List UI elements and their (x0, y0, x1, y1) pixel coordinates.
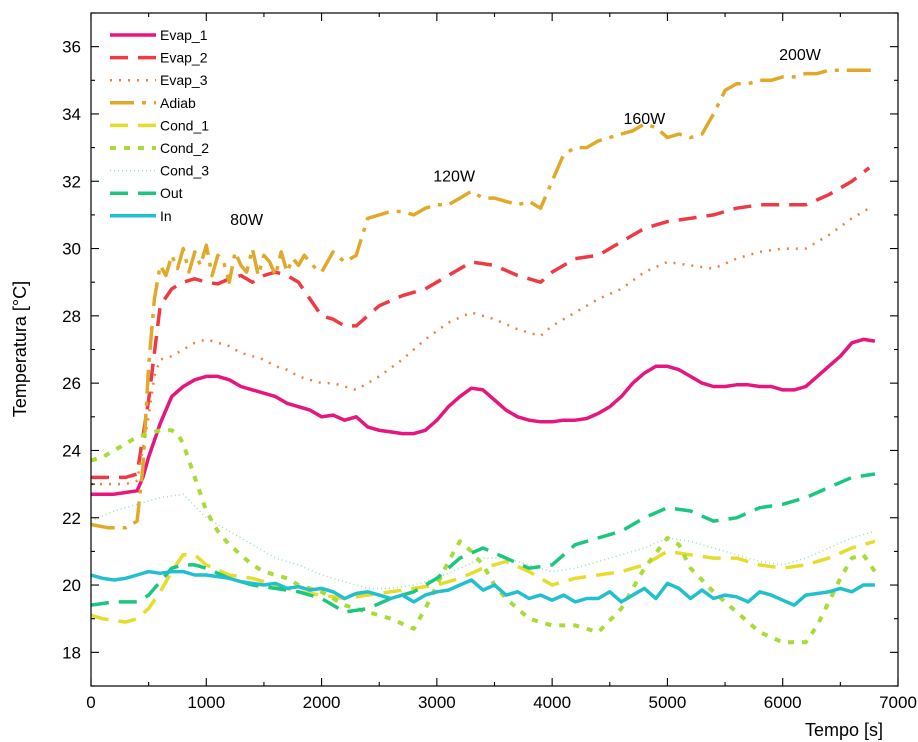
power-annotation: 160W (623, 111, 666, 128)
ticks-layer: 18 20 22 24 26 28 30 32 34 36 0 1000 2000 3000 4000 500… (62, 12, 917, 712)
legend-label: Cond_2 (160, 140, 209, 156)
y-tick-label: 26 (62, 374, 81, 393)
x-tick-label: 2000 (303, 693, 341, 712)
annotations-layer: 80W 120W 160W 200W (230, 47, 822, 229)
series-line-evap-1 (91, 337, 876, 496)
legend: Evap_1 Evap_2 Evap_3 Adiab Cond_1 Cond_2 Cond_… (110, 27, 209, 224)
y-tick-label: 18 (62, 643, 81, 662)
power-annotation: 80W (230, 212, 264, 229)
power-annotation: 120W (433, 168, 476, 185)
x-tick-label: 5000 (649, 693, 687, 712)
series-line-out (91, 472, 876, 614)
series-line-in (91, 569, 875, 607)
y-tick-label: 28 (62, 307, 81, 326)
y-tick-label: 36 (62, 38, 81, 57)
series-line-evap-2 (91, 166, 871, 480)
y-tick-label: 20 (62, 576, 81, 595)
series-line-cond-2 (91, 428, 877, 645)
x-axis-title: Tempo [s] (805, 720, 883, 740)
legend-label: Evap_2 (160, 50, 208, 66)
series-line-adiab (91, 68, 875, 530)
legend-label: Adiab (160, 95, 196, 111)
series-line-cond-1 (91, 539, 876, 624)
y-tick-label: 34 (62, 105, 81, 124)
y-tick-label: 30 (62, 240, 81, 259)
legend-label: In (160, 208, 172, 224)
y-tick-label: 24 (62, 441, 81, 460)
y-axis-title: Temperatura [°C] (10, 281, 30, 417)
legend-label: Out (160, 185, 183, 201)
y-tick-label: 32 (62, 172, 81, 191)
x-tick-label: 7000 (879, 693, 917, 712)
series-line-evap-3 (91, 207, 870, 486)
legend-label: Cond_3 (160, 163, 209, 179)
y-tick-label: 22 (62, 509, 81, 528)
legend-label: Cond_1 (160, 117, 209, 133)
power-annotation: 200W (779, 47, 822, 64)
legend-label: Evap_1 (160, 27, 208, 43)
x-tick-label: 1000 (187, 693, 225, 712)
x-tick-label: 0 (86, 693, 95, 712)
x-tick-label: 3000 (418, 693, 456, 712)
x-tick-label: 6000 (764, 693, 802, 712)
x-tick-label: 4000 (533, 693, 571, 712)
series-layer (91, 68, 877, 645)
legend-label: Evap_3 (160, 72, 208, 88)
